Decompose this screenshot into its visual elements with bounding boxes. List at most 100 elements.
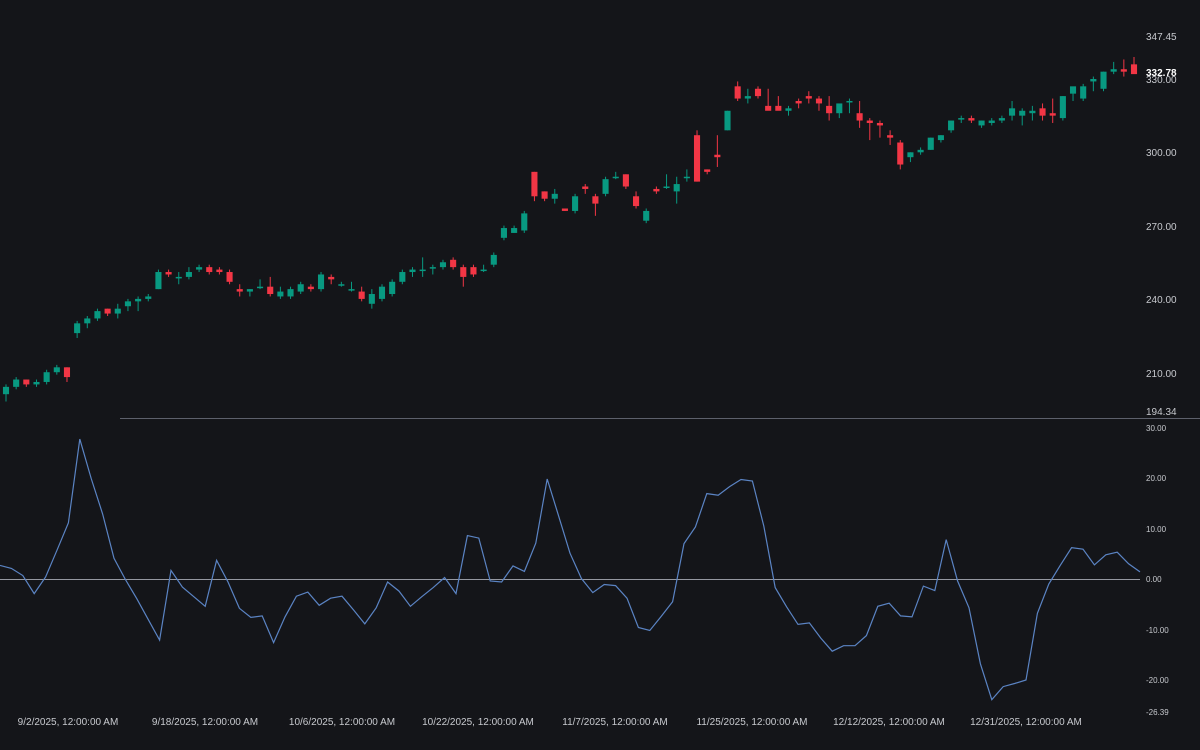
candle[interactable]	[1029, 105, 1036, 121]
candle[interactable]	[124, 298, 131, 312]
candle[interactable]	[338, 281, 345, 287]
candle[interactable]	[135, 296, 142, 312]
candle[interactable]	[1059, 96, 1066, 121]
candle[interactable]	[734, 81, 741, 101]
candle[interactable]	[1090, 76, 1097, 92]
candle[interactable]	[419, 257, 426, 277]
candle[interactable]	[551, 188, 558, 204]
candle[interactable]	[74, 320, 81, 338]
candle[interactable]	[13, 377, 20, 390]
candle[interactable]	[257, 279, 264, 290]
candle[interactable]	[1130, 57, 1138, 75]
candle[interactable]	[643, 208, 650, 224]
candle[interactable]	[704, 169, 711, 175]
candle[interactable]	[511, 225, 518, 233]
candle[interactable]	[226, 269, 233, 285]
candle[interactable]	[196, 264, 203, 273]
candle[interactable]	[856, 100, 863, 128]
candle[interactable]	[683, 169, 690, 182]
candle[interactable]	[653, 186, 660, 194]
candle[interactable]	[765, 88, 772, 111]
candle[interactable]	[714, 135, 721, 167]
candle[interactable]	[1080, 83, 1087, 101]
candle[interactable]	[165, 269, 172, 277]
candle[interactable]	[1069, 86, 1077, 101]
candle[interactable]	[887, 130, 894, 145]
candle[interactable]	[612, 171, 619, 180]
candle[interactable]	[236, 284, 243, 297]
candle[interactable]	[368, 289, 375, 309]
candle[interactable]	[998, 115, 1005, 123]
candle[interactable]	[429, 264, 436, 275]
candle[interactable]	[470, 264, 477, 277]
candle[interactable]	[775, 96, 782, 111]
candle[interactable]	[63, 367, 71, 382]
candle[interactable]	[94, 308, 101, 321]
candle[interactable]	[450, 257, 457, 270]
candle[interactable]	[795, 98, 802, 109]
candle[interactable]	[602, 176, 609, 197]
candle[interactable]	[389, 279, 396, 297]
candle[interactable]	[53, 364, 60, 375]
candle[interactable]	[277, 286, 284, 299]
candle[interactable]	[968, 115, 975, 123]
candle[interactable]	[500, 225, 507, 241]
candle[interactable]	[978, 120, 985, 128]
candle[interactable]	[1110, 61, 1117, 75]
date-axis[interactable]: 9/2/2025, 12:00:00 AM 9/18/2025, 12:00:0…	[18, 717, 1082, 728]
candle[interactable]	[155, 269, 162, 290]
candle[interactable]	[826, 96, 833, 121]
candle[interactable]	[297, 281, 304, 295]
candle[interactable]	[1019, 108, 1026, 126]
candle[interactable]	[927, 137, 934, 150]
candle[interactable]	[958, 115, 965, 123]
candle[interactable]	[1120, 59, 1127, 77]
candle[interactable]	[897, 140, 904, 170]
candle[interactable]	[358, 286, 365, 302]
candle[interactable]	[439, 259, 447, 270]
candle[interactable]	[1039, 103, 1046, 121]
oscillator-pane[interactable]	[0, 438, 1141, 701]
candle[interactable]	[267, 276, 274, 297]
candle[interactable]	[582, 184, 589, 194]
oscillator-axis[interactable]: 30.00 20.00 10.00 0.00 -10.00 -20.00 -26…	[1146, 424, 1169, 717]
candle[interactable]	[592, 193, 599, 216]
candle[interactable]	[84, 316, 91, 329]
candle[interactable]	[866, 118, 873, 141]
candle[interactable]	[561, 208, 568, 211]
candle[interactable]	[23, 379, 30, 387]
candle[interactable]	[328, 274, 335, 285]
candle[interactable]	[622, 174, 629, 189]
oscillator-line[interactable]	[0, 438, 1141, 701]
candle[interactable]	[805, 91, 812, 104]
candle[interactable]	[175, 272, 182, 285]
candle[interactable]	[114, 303, 121, 319]
candle[interactable]	[317, 272, 325, 292]
candle[interactable]	[663, 174, 670, 189]
candle[interactable]	[541, 191, 548, 202]
candle[interactable]	[836, 103, 843, 119]
candle[interactable]	[378, 284, 386, 302]
candle[interactable]	[917, 147, 924, 155]
candle[interactable]	[754, 86, 762, 99]
candle[interactable]	[480, 264, 487, 273]
candle[interactable]	[907, 152, 914, 163]
candle[interactable]	[937, 135, 944, 143]
candle[interactable]	[633, 191, 640, 209]
candle[interactable]	[724, 110, 731, 131]
candle[interactable]	[948, 120, 955, 133]
candle[interactable]	[1009, 100, 1016, 121]
candle[interactable]	[409, 267, 416, 277]
candle[interactable]	[399, 269, 406, 285]
candle[interactable]	[460, 264, 467, 287]
candle[interactable]	[104, 308, 111, 317]
candle[interactable]	[490, 252, 497, 268]
price-axis[interactable]: 347.45 330.00 300.00 270.00 240.00 210.0…	[1146, 32, 1177, 418]
candle[interactable]	[785, 105, 792, 116]
candle[interactable]	[876, 120, 883, 138]
candle[interactable]	[246, 289, 253, 297]
candle[interactable]	[744, 88, 751, 104]
candle[interactable]	[185, 267, 192, 280]
candle[interactable]	[1100, 71, 1107, 92]
candle[interactable]	[521, 210, 528, 233]
